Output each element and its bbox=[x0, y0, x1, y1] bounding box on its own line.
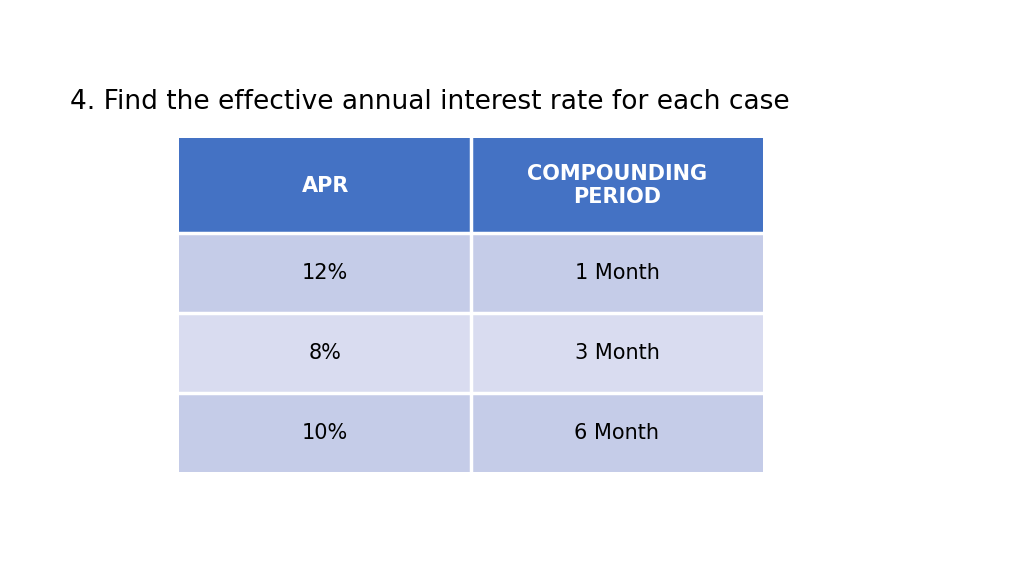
Text: 12%: 12% bbox=[302, 263, 348, 283]
Text: 3 Month: 3 Month bbox=[574, 343, 659, 363]
Bar bbox=[179, 393, 763, 472]
Text: 8%: 8% bbox=[308, 343, 342, 363]
Bar bbox=[179, 313, 763, 393]
Text: 6 Month: 6 Month bbox=[574, 423, 659, 442]
Text: 10%: 10% bbox=[302, 423, 348, 442]
Text: COMPOUNDING
PERIOD: COMPOUNDING PERIOD bbox=[527, 164, 707, 207]
Text: 4. Find the effective annual interest rate for each case: 4. Find the effective annual interest ra… bbox=[70, 89, 790, 115]
Text: 1 Month: 1 Month bbox=[574, 263, 659, 283]
Bar bbox=[179, 138, 763, 233]
Text: APR: APR bbox=[301, 176, 349, 196]
Bar bbox=[179, 233, 763, 313]
